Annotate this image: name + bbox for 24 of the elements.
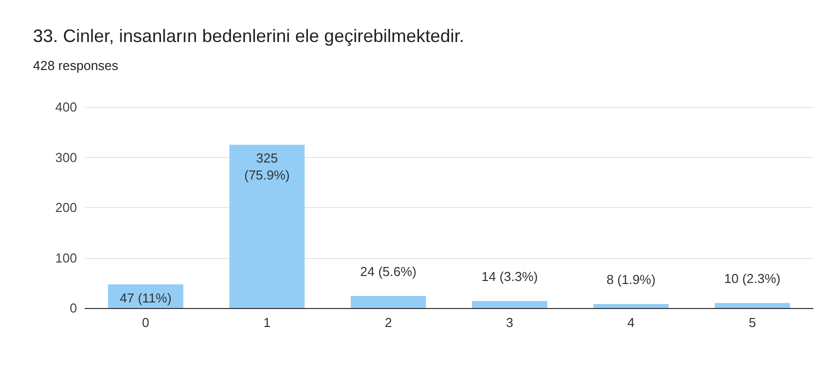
- x-tick-label: 5: [748, 315, 756, 330]
- x-tick-label: 2: [384, 315, 392, 330]
- bar: [593, 304, 669, 308]
- y-tick-label: 0: [70, 300, 77, 316]
- y-tick-label: 100: [55, 250, 77, 266]
- y-tick-label: 200: [55, 200, 77, 215]
- data-label: 8 (1.9%): [606, 272, 656, 287]
- bar: [229, 144, 305, 308]
- data-label: 47 (11%): [120, 290, 172, 306]
- data-label: 14 (3.3%): [481, 268, 538, 284]
- x-tick-label: 3: [506, 315, 514, 330]
- data-label: 10 (2.3%): [724, 270, 781, 286]
- bar: [472, 300, 548, 308]
- y-tick-label: 300: [55, 150, 77, 165]
- y-tick-label: 400: [55, 100, 77, 114]
- x-tick-label: 1: [263, 315, 271, 330]
- x-tick-label: 4: [627, 315, 635, 330]
- chart-title: 33. Cinler, insanların bedenlerini ele geçirebilmektedir.: [33, 26, 464, 46]
- x-tick-label: 0: [142, 315, 150, 330]
- bar: [350, 296, 426, 308]
- data-label: 325 (75.9%): [244, 150, 290, 183]
- bar: [714, 302, 790, 308]
- chart-subtitle: 428 responses: [33, 58, 119, 73]
- data-label: 24 (5.6%): [360, 264, 417, 279]
